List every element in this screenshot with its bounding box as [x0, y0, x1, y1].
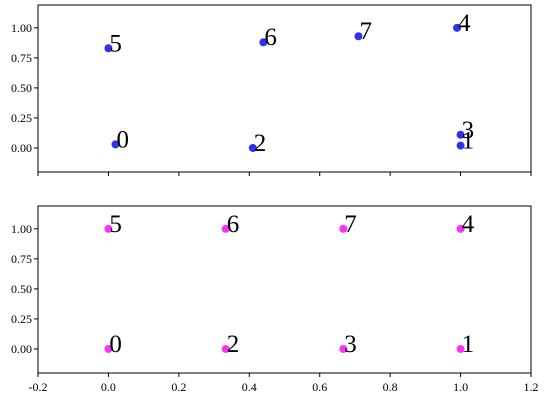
x-tick-label: -0.2	[29, 380, 48, 394]
point	[221, 344, 230, 353]
point	[456, 344, 465, 353]
point-label: 3	[344, 331, 357, 358]
point-label: 4	[462, 211, 475, 238]
point-label: 3	[462, 117, 475, 144]
point-label: 7	[344, 211, 357, 238]
point	[339, 224, 348, 233]
point-label: 6	[264, 24, 277, 51]
point	[111, 140, 120, 149]
point-label: 6	[227, 211, 240, 238]
point	[456, 224, 465, 233]
point	[104, 44, 113, 53]
point	[221, 224, 230, 233]
point	[104, 224, 113, 233]
point-label: 4	[458, 10, 471, 37]
x-tick-label: 1.2	[524, 380, 539, 394]
axes-frame	[37, 205, 532, 374]
point-label: 7	[359, 18, 372, 45]
x-tick-label: 0.2	[171, 380, 186, 394]
point-label: 1	[462, 128, 475, 155]
point	[104, 344, 113, 353]
x-tick-label: 0.4	[242, 380, 257, 394]
x-tick-label: 1.0	[453, 380, 468, 394]
point-label: 0	[116, 126, 129, 153]
x-tick-label: 0.8	[383, 380, 398, 394]
x-tick-label: 0.0	[101, 380, 116, 394]
point	[453, 23, 462, 32]
y-tick-label: 0.75	[11, 51, 32, 65]
axes-frame	[37, 4, 532, 173]
point-label: 0	[109, 331, 122, 358]
y-tick-label: 0.25	[11, 111, 32, 125]
point-label: 5	[109, 211, 122, 238]
point	[259, 38, 268, 47]
point-label: 5	[109, 30, 122, 57]
y-tick-label: 0.25	[11, 312, 32, 326]
y-tick-label: 0.50	[11, 282, 32, 296]
point	[456, 141, 465, 150]
point-label: 2	[254, 130, 266, 157]
y-tick-label: 1.00	[11, 21, 32, 35]
point	[456, 130, 465, 139]
y-tick-label: 0.00	[11, 141, 32, 155]
point-label: 2	[227, 331, 240, 358]
point	[339, 344, 348, 353]
y-tick-label: 0.50	[11, 81, 32, 95]
y-tick-label: 0.75	[11, 252, 32, 266]
y-tick-label: 1.00	[11, 222, 32, 236]
point	[248, 143, 257, 152]
y-tick-label: 0.00	[11, 342, 32, 356]
x-tick-label: 0.6	[312, 380, 327, 394]
point	[354, 32, 363, 41]
point-label: 1	[462, 331, 475, 358]
